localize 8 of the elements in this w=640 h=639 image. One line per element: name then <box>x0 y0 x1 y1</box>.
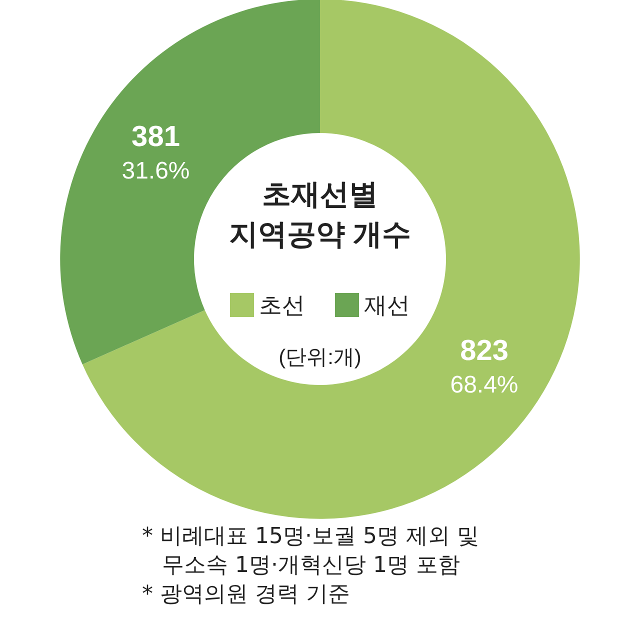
data-label: 381 31.6% <box>122 121 190 185</box>
legend-label: 초선 <box>259 292 305 318</box>
text: * 비례대표 15명·보궐 5명 제외 및 무소속 1명·개혁신당 1명 포함 <box>142 523 480 580</box>
text: (단위:개) <box>278 346 362 369</box>
legend-label: 재선 <box>364 292 410 318</box>
text: * 광역의원 경력 기준 <box>142 581 351 609</box>
data-label: 823 68.4% <box>450 334 518 398</box>
text: 초재선별 지역공약 개수 <box>228 179 412 251</box>
